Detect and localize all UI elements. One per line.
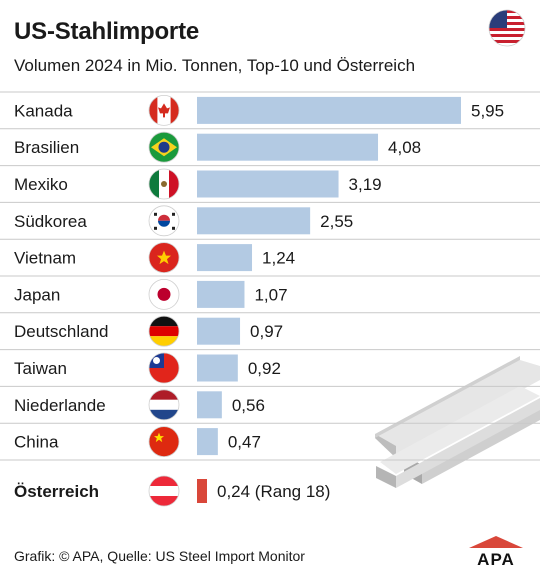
category-label: Taiwan: [14, 359, 67, 378]
value-label: 1,24: [262, 249, 295, 268]
chart-row: Mexiko 3,19: [0, 168, 540, 203]
bar: [197, 317, 241, 345]
vietnam-flag-icon: [148, 242, 180, 274]
value-label: 3,19: [349, 175, 382, 194]
austria-flag-icon: [148, 475, 180, 507]
bar: [197, 391, 222, 419]
chart-row: Japan 1,07: [0, 278, 540, 314]
value-label: 0,47: [228, 433, 261, 452]
japan-flag-icon: [148, 278, 180, 310]
value-label: 0,56: [232, 396, 265, 415]
bar: [197, 428, 218, 456]
category-label: Niederlande: [14, 396, 106, 415]
bar: [197, 479, 207, 503]
apa-logo: APA: [469, 536, 523, 566]
category-label: Japan: [14, 285, 60, 304]
netherlands-flag-icon: [148, 389, 180, 421]
value-label: 5,95: [471, 101, 504, 120]
chart-row: Brasilien 4,08: [0, 131, 540, 167]
value-label: 4,08: [388, 138, 421, 157]
chart-row: Südkorea 2,55: [0, 205, 540, 240]
value-label: 2,55: [320, 212, 353, 231]
bar: [197, 207, 311, 235]
category-label: Brasilien: [14, 138, 79, 157]
germany-flag-icon: [148, 315, 180, 347]
taiwan-flag-icon: [148, 352, 180, 384]
svg-text:APA: APA: [477, 550, 515, 566]
bar: [197, 244, 253, 272]
chart-row: China 0,47: [0, 426, 540, 461]
value-label: 1,07: [254, 285, 287, 304]
chart-row: Deutschland 0,97: [0, 315, 540, 351]
china-flag-icon: [148, 426, 180, 458]
canada-flag-icon: [148, 95, 180, 126]
south-korea-flag-icon: [148, 205, 180, 237]
category-label: Vietnam: [14, 249, 76, 268]
usa-flag-icon: [488, 9, 526, 47]
chart-title: US-Stahlimporte: [14, 18, 200, 45]
category-label: Deutschland: [14, 322, 109, 341]
category-label: Südkorea: [14, 212, 87, 231]
category-label: Mexiko: [14, 175, 68, 194]
bar: [197, 96, 461, 124]
chart-row: Kanada 5,95: [0, 91, 540, 130]
bar: [197, 354, 238, 382]
category-label: Österreich: [14, 482, 99, 501]
mexico-flag-icon: [148, 168, 180, 200]
source-note: Grafik: © APA, Quelle: US Steel Import M…: [14, 548, 305, 564]
chart-row: Vietnam 1,24: [0, 242, 540, 277]
value-label: 0,92: [248, 359, 281, 378]
chart-row: Niederlande 0,56: [0, 389, 540, 424]
brazil-flag-icon: [148, 131, 180, 163]
value-label: 0,24 (Rang 18): [217, 482, 330, 501]
bar: [197, 170, 339, 198]
chart-subtitle: Volumen 2024 in Mio. Tonnen, Top-10 und …: [14, 56, 416, 75]
value-label: 0,97: [250, 322, 283, 341]
category-label: Kanada: [14, 101, 73, 120]
highlight-row: Österreich 0,24 (Rang 18): [14, 475, 330, 507]
bar: [197, 280, 245, 308]
category-label: China: [14, 433, 59, 452]
chart-row: Taiwan 0,92: [0, 352, 540, 387]
bar: [197, 133, 379, 161]
steel-beam-illustration: [375, 356, 540, 488]
